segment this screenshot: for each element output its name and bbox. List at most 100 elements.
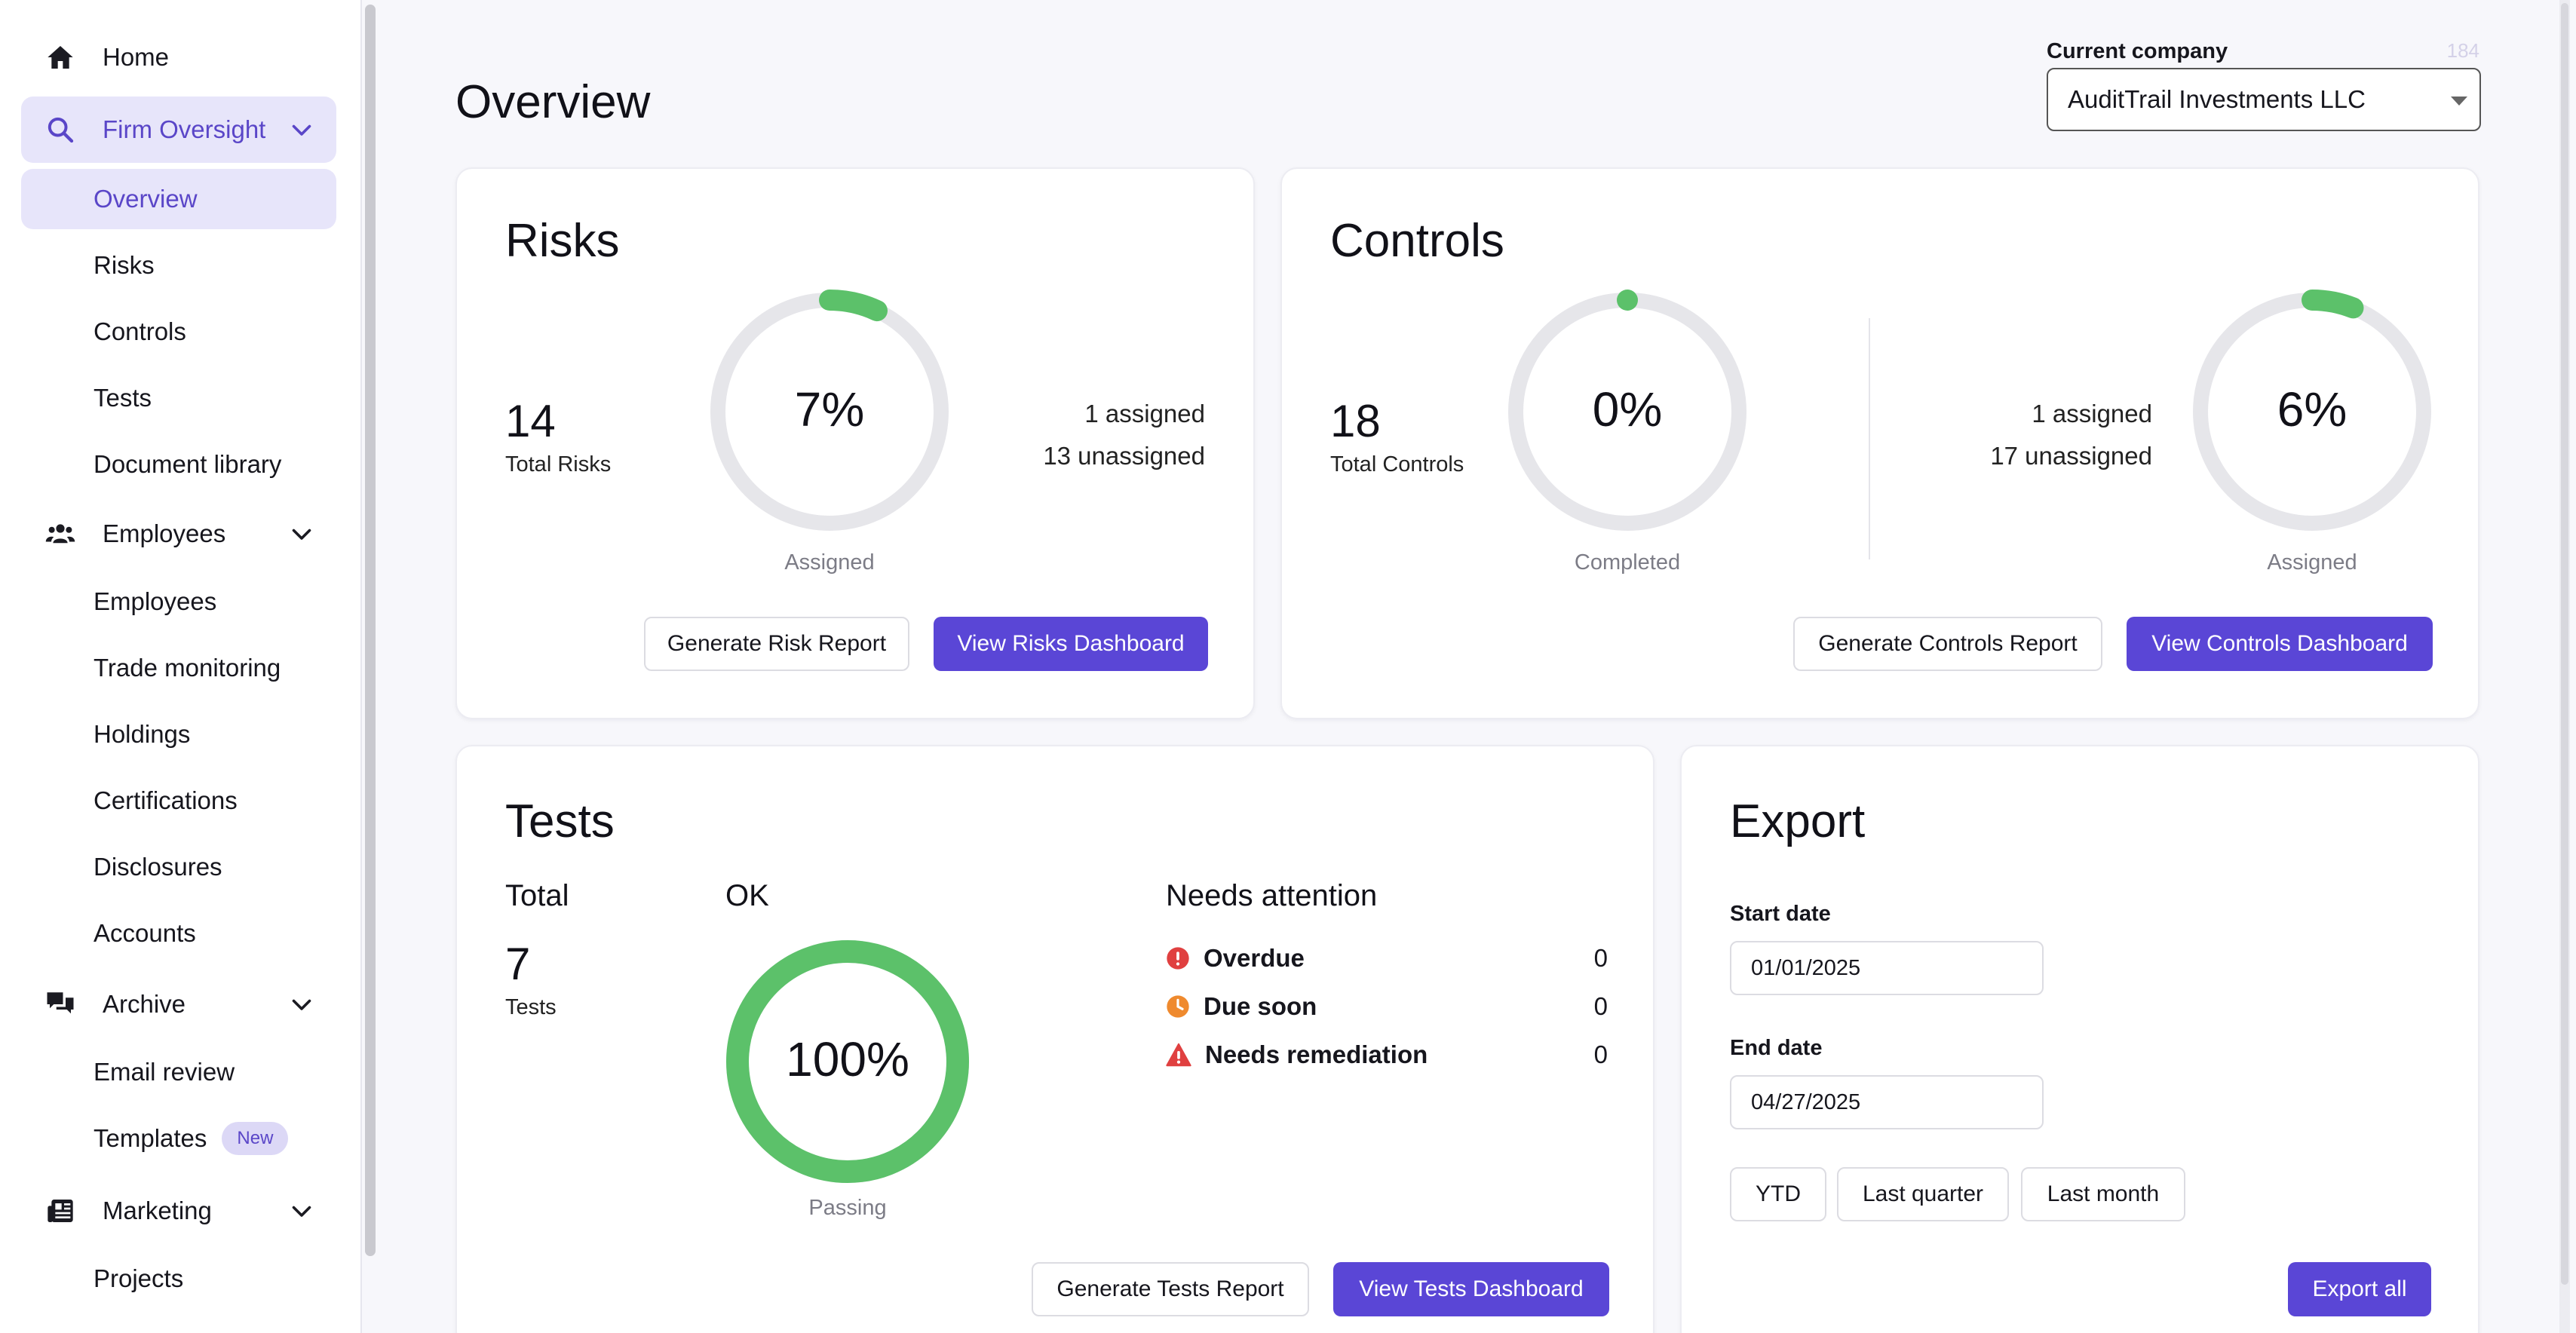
nav-risks[interactable]: Risks (21, 235, 336, 296)
risks-card: Risks 14 Total Risks 7% Assigned 1 assig… (455, 167, 1255, 719)
nav-templates-label: Templates (94, 1124, 207, 1152)
nav-employees-label: Employees (94, 587, 217, 615)
nav-archive-group-label: Archive (103, 990, 186, 1018)
controls-completed-ring (1505, 290, 1750, 534)
view-risks-dashboard-button[interactable]: View Risks Dashboard (934, 617, 1208, 671)
generate-controls-report-button[interactable]: Generate Controls Report (1793, 617, 2102, 671)
nav-accounts[interactable]: Accounts (21, 903, 336, 964)
nav-projects[interactable]: Projects (21, 1249, 336, 1309)
sidebar-scrollbar[interactable] (365, 5, 376, 1256)
tests-passing-percent: 100% (786, 1032, 909, 1086)
nav-employees[interactable]: Employees (21, 572, 336, 632)
page-title: Overview (455, 76, 651, 128)
generate-risk-report-button[interactable]: Generate Risk Report (644, 617, 909, 671)
nav-trade-monitoring[interactable]: Trade monitoring (21, 638, 336, 698)
company-label: Current company (2047, 39, 2228, 63)
due-soon-row: Due soon 0 (1166, 988, 1608, 1025)
risks-title: Risks (505, 215, 620, 267)
nav-email-review-label: Email review (94, 1058, 235, 1086)
main-scrollbar-thumb[interactable] (2561, 3, 2568, 1285)
start-date-input[interactable]: 01/01/2025 (1730, 941, 2044, 995)
risks-unassigned: 13 unassigned (1043, 442, 1205, 470)
nav-firm-oversight[interactable]: Firm Oversight (21, 97, 336, 163)
newspaper-icon (44, 1194, 77, 1227)
risks-assigned: 1 assigned (1084, 400, 1205, 427)
sidebar: Home Firm Oversight Overview Risks Contr… (0, 0, 362, 1333)
risks-total: 14 (505, 396, 556, 446)
chevron-down-icon[interactable] (288, 116, 315, 143)
nav-home-label: Home (103, 43, 170, 71)
ring-fill (1505, 290, 1750, 534)
nav-document-library[interactable]: Document library (21, 434, 336, 495)
main-scrollbar[interactable] (2559, 0, 2570, 1333)
nav-projects-label: Projects (94, 1264, 184, 1292)
last-quarter-button[interactable]: Last quarter (1837, 1167, 2009, 1221)
company-number: 184 (2446, 39, 2479, 62)
controls-assigned: 1 assigned (2032, 400, 2152, 427)
ring-fill (707, 290, 952, 534)
search-icon (44, 113, 77, 146)
controls-completed-percent: 0% (1592, 382, 1663, 437)
overdue-label: Overdue (1204, 944, 1305, 972)
overdue-value: 0 (1593, 944, 1608, 972)
nav-employees-group[interactable]: Employees (21, 501, 336, 567)
needs-attention-head: Needs attention (1166, 879, 1378, 912)
chevron-down-icon[interactable] (288, 1197, 315, 1224)
chevron-down-icon[interactable] (288, 520, 315, 547)
warning-triangle-icon (1166, 1043, 1191, 1067)
tests-card: Tests Total 7 Tests OK 100% Passing Need… (455, 745, 1654, 1333)
nav-archive-group[interactable]: Archive (21, 971, 336, 1037)
users-icon (44, 517, 77, 550)
company-select[interactable]: AuditTrail Investments LLC (2047, 68, 2481, 131)
nav-marketing-group[interactable]: Marketing (21, 1178, 336, 1244)
tests-total-head: Total (505, 879, 569, 912)
nav-controls[interactable]: Controls (21, 302, 336, 362)
last-month-button[interactable]: Last month (2021, 1167, 2185, 1221)
nav-holdings-label: Holdings (94, 720, 191, 748)
nav-marketing-group-label: Marketing (103, 1197, 212, 1224)
export-title: Export (1730, 795, 1866, 847)
controls-divider (1869, 318, 1870, 559)
nav-holdings[interactable]: Holdings (21, 704, 336, 765)
end-date-value: 04/27/2025 (1751, 1089, 1861, 1114)
due-soon-value: 0 (1593, 992, 1608, 1020)
view-controls-dashboard-button[interactable]: View Controls Dashboard (2127, 617, 2433, 671)
risks-total-label: Total Risks (505, 452, 612, 477)
end-date-label: End date (1730, 1036, 1823, 1060)
nav-certifications-label: Certifications (94, 786, 238, 814)
nav-certifications[interactable]: Certifications (21, 771, 336, 831)
nav-email-review[interactable]: Email review (21, 1042, 336, 1102)
nav-tests[interactable]: Tests (21, 368, 336, 428)
nav-document-library-label: Document library (94, 450, 282, 478)
alert-circle-icon (1167, 947, 1189, 970)
nav-disclosures[interactable]: Disclosures (21, 837, 336, 897)
chat-icon (44, 988, 77, 1021)
home-icon (44, 41, 77, 74)
export-all-button[interactable]: Export all (2288, 1262, 2431, 1316)
nav-templates[interactable]: Templates New (21, 1108, 336, 1169)
risks-ring-label: Assigned (784, 550, 875, 575)
nav-risks-label: Risks (94, 251, 155, 279)
tests-total-label: Tests (505, 995, 557, 1019)
tests-passing-ring (726, 940, 969, 1183)
nav-overview[interactable]: Overview (21, 169, 336, 229)
controls-title: Controls (1330, 215, 1504, 267)
controls-card: Controls 18 Total Controls 0% Completed … (1280, 167, 2479, 719)
nav-employees-group-label: Employees (103, 519, 226, 547)
controls-total-label: Total Controls (1330, 452, 1464, 477)
view-tests-dashboard-button[interactable]: View Tests Dashboard (1333, 1262, 1609, 1316)
controls-assigned-label: Assigned (2267, 550, 2357, 575)
end-date-input[interactable]: 04/27/2025 (1730, 1075, 2044, 1129)
nav-home[interactable]: Home (21, 24, 336, 90)
tests-total: 7 (505, 939, 531, 989)
ytd-button[interactable]: YTD (1730, 1167, 1826, 1221)
nav-accounts-label: Accounts (94, 919, 196, 947)
nav-controls-label: Controls (94, 317, 186, 345)
nav-disclosures-label: Disclosures (94, 853, 222, 881)
controls-assigned-ring (2190, 290, 2434, 534)
generate-tests-report-button[interactable]: Generate Tests Report (1032, 1262, 1309, 1316)
needs-remediation-row: Needs remediation 0 (1166, 1036, 1608, 1074)
company-select-value: AuditTrail Investments LLC (2068, 85, 2366, 113)
tests-title: Tests (505, 795, 615, 847)
chevron-down-icon[interactable] (288, 991, 315, 1018)
